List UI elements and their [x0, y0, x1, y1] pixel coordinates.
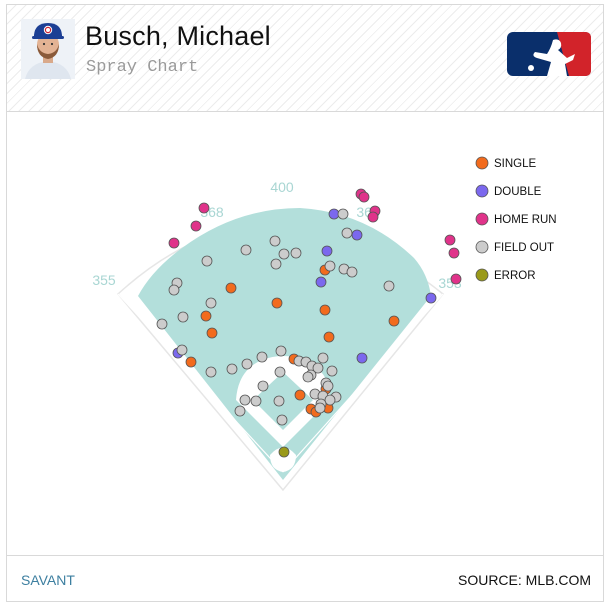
point-field-out[interactable]	[337, 208, 349, 220]
legend-label-double: DOUBLE	[494, 186, 542, 198]
point-field-out[interactable]	[176, 344, 188, 356]
point-field-out[interactable]	[269, 235, 281, 247]
home-plate-area	[270, 447, 296, 472]
outfield-grass	[138, 208, 431, 480]
point-field-out[interactable]	[156, 318, 168, 330]
point-field-out[interactable]	[341, 227, 353, 239]
point-home-run[interactable]	[168, 237, 180, 249]
legend-marker-double	[475, 184, 489, 198]
legend-label-single: SINGLE	[494, 158, 537, 170]
point-double[interactable]	[425, 292, 437, 304]
chart-legend: SINGLE DOUBLE HOME RUN FIELD OUT ERROR	[475, 156, 557, 282]
point-field-out[interactable]	[239, 394, 251, 406]
point-home-run[interactable]	[190, 220, 202, 232]
chart-footer: SAVANT SOURCE: MLB.COM	[7, 555, 603, 602]
point-home-run[interactable]	[198, 202, 210, 214]
point-single[interactable]	[225, 282, 237, 294]
point-single[interactable]	[206, 327, 218, 339]
point-field-out[interactable]	[241, 358, 253, 370]
mlb-logo-icon	[507, 32, 591, 76]
point-field-out[interactable]	[234, 405, 246, 417]
point-single[interactable]	[319, 304, 331, 316]
point-field-out[interactable]	[168, 284, 180, 296]
point-home-run[interactable]	[444, 234, 456, 246]
legend-label-home-run: HOME RUN	[494, 214, 557, 226]
legend-marker-field-out	[475, 240, 489, 254]
legend-label-error: ERROR	[494, 270, 536, 282]
distance-label-center-field: 400	[270, 179, 294, 195]
point-field-out[interactable]	[290, 247, 302, 259]
point-double[interactable]	[328, 208, 340, 220]
point-field-out[interactable]	[346, 266, 358, 278]
point-field-out[interactable]	[274, 366, 286, 378]
point-field-out[interactable]	[322, 380, 334, 392]
point-error[interactable]	[278, 446, 290, 458]
chart-header: Busch, Michael Spray Chart	[7, 5, 603, 112]
point-field-out[interactable]	[317, 352, 329, 364]
point-field-out[interactable]	[226, 363, 238, 375]
point-field-out[interactable]	[312, 362, 324, 374]
point-double[interactable]	[315, 276, 327, 288]
point-single[interactable]	[323, 331, 335, 343]
point-field-out[interactable]	[383, 280, 395, 292]
point-field-out[interactable]	[324, 394, 336, 406]
savant-link[interactable]: SAVANT	[21, 572, 75, 588]
player-headshot-icon	[21, 19, 75, 79]
player-name: Busch, Michael	[85, 21, 271, 51]
point-double[interactable]	[356, 352, 368, 364]
point-field-out[interactable]	[257, 380, 269, 392]
point-field-out[interactable]	[205, 297, 217, 309]
point-single[interactable]	[185, 356, 197, 368]
point-home-run[interactable]	[367, 211, 379, 223]
spray-chart-card: Busch, Michael Spray Chart SAVANT SOURCE…	[6, 4, 604, 602]
point-field-out[interactable]	[273, 395, 285, 407]
point-single[interactable]	[200, 310, 212, 322]
point-field-out[interactable]	[302, 371, 314, 383]
point-field-out[interactable]	[326, 365, 338, 377]
point-home-run[interactable]	[450, 273, 462, 285]
point-field-out[interactable]	[324, 260, 336, 272]
legend-label-field-out: FIELD OUT	[494, 242, 554, 254]
point-double[interactable]	[321, 245, 333, 257]
point-field-out[interactable]	[275, 345, 287, 357]
point-home-run[interactable]	[358, 191, 370, 203]
point-single[interactable]	[294, 389, 306, 401]
point-field-out[interactable]	[270, 258, 282, 270]
batted-ball-points	[156, 188, 462, 458]
left-foul-line	[117, 293, 284, 473]
point-field-out[interactable]	[314, 402, 326, 414]
point-field-out[interactable]	[278, 248, 290, 260]
point-field-out[interactable]	[276, 414, 288, 426]
point-double[interactable]	[351, 229, 363, 241]
point-field-out[interactable]	[240, 244, 252, 256]
legend-marker-home-run	[475, 212, 489, 226]
point-single[interactable]	[271, 297, 283, 309]
right-foul-line	[282, 293, 444, 473]
point-field-out[interactable]	[250, 395, 262, 407]
point-field-out[interactable]	[205, 366, 217, 378]
source-label: SOURCE: MLB.COM	[457, 572, 591, 588]
chart-subtitle: Spray Chart	[86, 58, 199, 77]
point-field-out[interactable]	[201, 255, 213, 267]
point-single[interactable]	[388, 315, 400, 327]
legend-marker-error	[475, 268, 489, 282]
point-field-out[interactable]	[256, 351, 268, 363]
point-home-run[interactable]	[448, 247, 460, 259]
point-field-out[interactable]	[177, 311, 189, 323]
legend-marker-single	[475, 156, 489, 170]
distance-label-left-field-line: 355	[92, 272, 116, 288]
